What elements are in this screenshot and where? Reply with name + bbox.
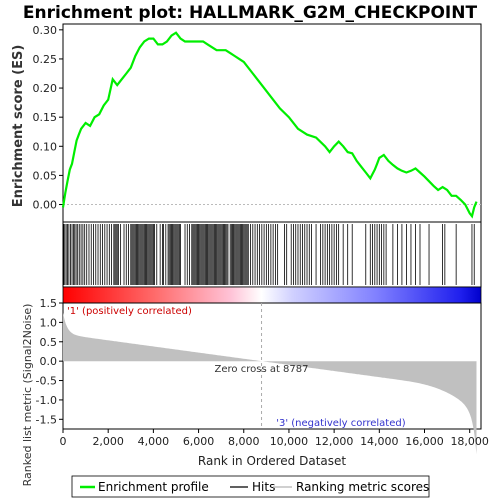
metric-tick-label: -0.5 — [36, 375, 57, 388]
es-tick-label: 0.25 — [33, 53, 58, 66]
negative-label: '3' (negatively correlated) — [276, 418, 405, 429]
metric-axis-ticks: 1.5 1.0 0.5 0.0 -0.5 -1.0 -1.5 — [36, 297, 63, 426]
rank-colorbar — [62, 286, 482, 304]
metric-tick-label: 1.5 — [40, 297, 58, 310]
x-tick-label: 16,000 — [405, 435, 444, 448]
x-axis-label: Rank in Ordered Dataset — [198, 454, 346, 468]
es-tick-label: 0.05 — [33, 169, 58, 182]
metric-tick-label: 0.0 — [40, 355, 58, 368]
metric-tick-label: 1.0 — [40, 316, 58, 329]
es-tick-label: 0.15 — [33, 111, 58, 124]
x-tick-label: 2,000 — [92, 435, 124, 448]
metric-tick-label: -1.0 — [36, 394, 57, 407]
x-tick-label: 0 — [60, 435, 67, 448]
x-tick-label: 12,000 — [315, 435, 354, 448]
metric-ylabel: Ranked list metric (Signal2Noise) — [21, 304, 34, 487]
es-tick-label: 0.30 — [33, 24, 58, 37]
metric-tick-label: 0.5 — [40, 336, 58, 349]
es-panel-frame — [62, 23, 482, 223]
x-axis-ticks: 0 2,000 4,000 6,000 8,000 10,000 12,000 14,000 1… — [60, 429, 489, 448]
metric-tick-label: -1.5 — [36, 413, 57, 426]
legend-label-hits: Hits — [252, 480, 275, 494]
es-panel: 0.00 0.05 0.10 0.15 0.20 0.25 0.30 Enrichment … — [11, 23, 482, 223]
legend-label-metric: Ranking metric scores — [296, 480, 429, 494]
chart-title: Enrichment plot: HALLMARK_G2M_CHECKPOINT — [23, 3, 478, 23]
positive-label: '1' (positively correlated) — [67, 306, 192, 317]
hits-panel-frame — [62, 221, 482, 288]
zero-cross-label: Zero cross at 8787 — [215, 364, 309, 375]
x-tick-label: 6,000 — [183, 435, 215, 448]
x-tick-label: 18,000 — [450, 435, 489, 448]
es-tick-label: 0.20 — [33, 82, 58, 95]
hits-marks — [63, 224, 475, 285]
legend: Enrichment profile Hits Ranking metric s… — [71, 475, 430, 498]
es-ylabel: Enrichment score (ES) — [11, 45, 26, 208]
es-profile-line — [61, 31, 478, 219]
x-tick-label: 14,000 — [360, 435, 399, 448]
x-tick-label: 10,000 — [270, 435, 309, 448]
es-tick-label: 0.00 — [33, 199, 58, 212]
legend-box — [71, 475, 430, 498]
x-tick-label: 4,000 — [138, 435, 170, 448]
legend-label-es: Enrichment profile — [98, 480, 209, 494]
rank-colorbar-frame — [62, 286, 482, 304]
metric-panel: 1.5 1.0 0.5 0.0 -0.5 -1.0 -1.5 Zero cross at 8… — [21, 297, 482, 487]
es-tick-label: 0.10 — [33, 140, 58, 153]
hits-panel — [62, 221, 482, 288]
es-axis-ticks: 0.00 0.05 0.10 0.15 0.20 0.25 0.30 — [33, 24, 63, 212]
x-tick-label: 8,000 — [228, 435, 260, 448]
